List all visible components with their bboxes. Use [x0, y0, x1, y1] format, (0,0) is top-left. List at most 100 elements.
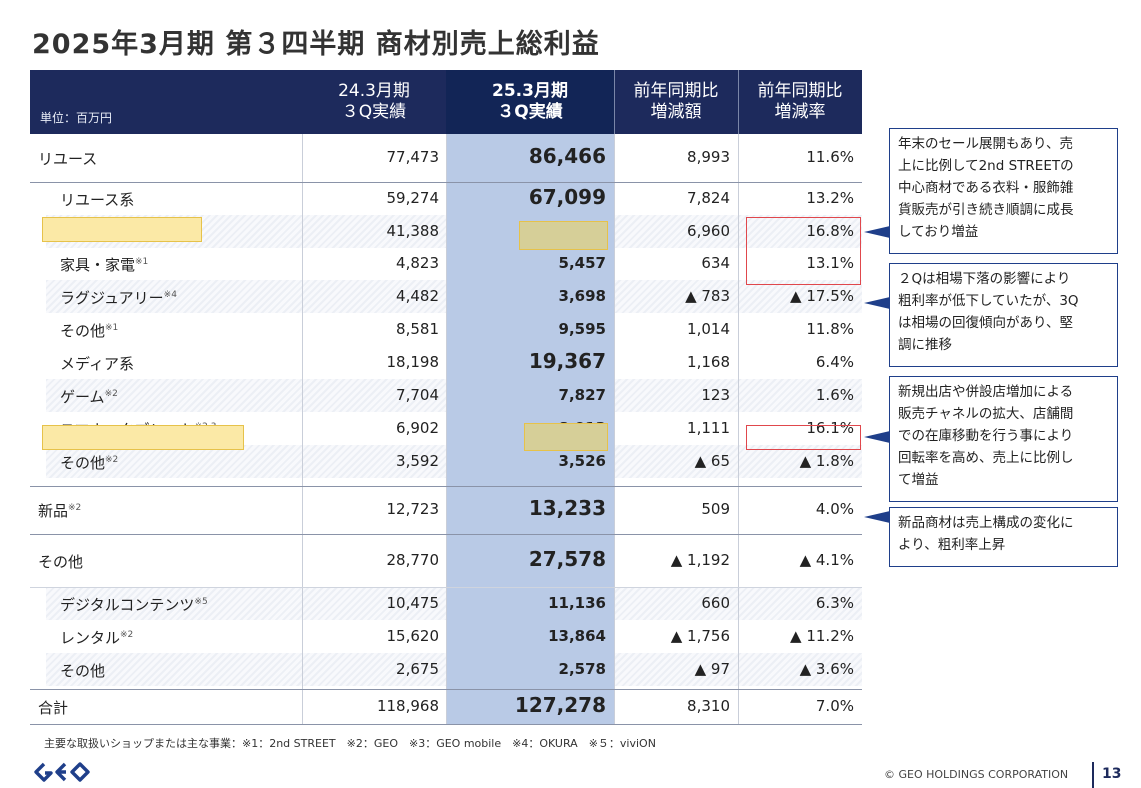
prev-year-value: 7,704 — [396, 385, 439, 404]
yoy-diff-value: 1,168 — [687, 352, 730, 371]
current-year-value: 3,698 — [558, 286, 606, 305]
table-row: 家具・家電※1 4,823 5,457 634 13.1% — [30, 248, 862, 280]
current-year-value: 3,526 — [558, 451, 606, 470]
current-year-value: 19,367 — [528, 348, 606, 373]
row-divider — [30, 182, 862, 183]
footnote-mark: ※1 — [135, 257, 149, 267]
page-title: 2025年3月期 第３四半期 商材別売上総利益 — [32, 29, 600, 60]
yoy-rate-value: ▲ 3.6% — [799, 659, 854, 678]
prev-year-value: 15,620 — [386, 626, 440, 645]
row-divider — [30, 534, 862, 535]
yoy-rate-value: 13.2% — [806, 188, 854, 207]
yoy-rate-value: ▲ 17.5% — [790, 286, 854, 305]
table-row: メディア系 18,198 19,367 1,168 6.4% — [30, 346, 862, 379]
row-label: その他 — [60, 661, 106, 680]
table-row: リユース系 59,274 67,099 7,824 13.2% — [30, 182, 862, 215]
row-label: 合計 — [38, 698, 69, 717]
header-current-year: 25.3月期 ３Q実績 — [446, 70, 614, 134]
yoy-diff-value: ▲ 1,192 — [670, 550, 730, 569]
table-row: 合計 118,968 127,278 8,310 7.0% — [30, 689, 862, 724]
prev-year-value: 118,968 — [376, 696, 439, 715]
note-luxury: ２Qは相場下落の影響により 粗利率が低下していたが、3Q は相場の回復傾向があり、堅… — [889, 263, 1118, 367]
current-year-value: 5,457 — [558, 254, 606, 272]
footnote-mark: ※2 — [120, 629, 134, 640]
red-box-rates-2 — [746, 425, 861, 450]
current-year-value: 127,278 — [514, 692, 606, 717]
header-yoy-diff: 前年同期比 増減額 — [633, 81, 719, 122]
gross-profit-table: 単位：百万円 24.3月期 ３Q実績 25.3月期 ３Q実績 前年同期比 増減額… — [30, 70, 862, 725]
page-number: 13 — [1102, 766, 1122, 782]
row-label: ゲーム※2 — [60, 387, 118, 406]
prev-year-value: 12,723 — [386, 500, 440, 518]
table-body: リユース 77,473 86,466 8,993 11.6% リユース系 59,274 67,… — [30, 134, 862, 725]
column-divider — [738, 134, 739, 724]
row-label: メディア系 — [60, 354, 134, 373]
yoy-diff-value: 123 — [701, 385, 730, 404]
footnote-mark: ※4 — [163, 289, 177, 300]
footnote-mark: ※2 — [105, 454, 119, 465]
yoy-diff-value: ▲ 65 — [694, 451, 730, 470]
note-new-products: 新品商材は売上構成の変化に より、粗利率上昇 — [889, 507, 1118, 567]
yoy-diff-value: 1,111 — [687, 418, 730, 437]
yoy-rate-value: 16.8% — [806, 221, 854, 240]
prev-year-value: 4,482 — [396, 286, 439, 305]
footnote-mark: ※2 — [104, 388, 118, 399]
footnote-mark: ※2 — [68, 503, 82, 513]
table-row: その他 28,770 27,578 ▲ 1,192 ▲ 4.1% — [30, 534, 862, 587]
table-row: ラグジュアリー※4 4,482 3,698 ▲ 783 ▲ 17.5% — [30, 280, 862, 313]
yoy-rate-value: ▲ 11.2% — [790, 626, 854, 645]
current-year-value: 27,578 — [528, 546, 606, 571]
prev-year-value: 10,475 — [386, 593, 440, 612]
row-label: その他※2 — [60, 453, 119, 472]
page-divider — [1092, 762, 1094, 788]
yoy-rate-value: 7.0% — [815, 696, 854, 715]
column-divider — [614, 134, 615, 724]
yoy-diff-value: ▲ 1,756 — [670, 626, 730, 645]
note-apparel: 年末のセール展開もあり、売 上に比例して2nd STREETの 中心商材である衣料・… — [889, 128, 1118, 254]
row-label: リユース — [38, 150, 98, 168]
yoy-diff-value: 8,310 — [687, 696, 730, 715]
table-row: デジタルコンテンツ※5 10,475 11,136 660 6.3% — [30, 587, 862, 620]
prev-year-value: 77,473 — [386, 148, 440, 166]
table-row: レンタル※2 15,620 13,864 ▲ 1,756 ▲ 11.2% — [30, 620, 862, 653]
yoy-diff-value: 8,993 — [687, 148, 730, 166]
geo-logo — [34, 762, 90, 782]
yoy-rate-value: 13.1% — [806, 254, 854, 272]
row-label: ラグジュアリー※4 — [60, 288, 177, 307]
yoy-rate-value: 4.0% — [815, 500, 854, 518]
yoy-rate-value: ▲ 1.8% — [799, 451, 854, 470]
header-prev-year: 24.3月期 ３Q実績 — [338, 81, 410, 122]
row-label: 家具・家電※1 — [60, 256, 149, 274]
table-row: その他※1 8,581 9,595 1,014 11.8% — [30, 313, 862, 346]
table-header: 単位：百万円 24.3月期 ３Q実績 25.3月期 ３Q実績 前年同期比 増減額… — [30, 70, 862, 134]
yoy-rate-value: 6.4% — [815, 352, 854, 371]
header-yoy-rate: 前年同期比 増減率 — [757, 81, 843, 122]
yoy-diff-value: 634 — [701, 254, 730, 272]
note-arrow — [864, 431, 890, 443]
yoy-diff-value: 660 — [701, 593, 730, 612]
yoy-rate-value: 11.6% — [806, 148, 854, 166]
column-divider — [302, 134, 303, 724]
row-label: 新品※2 — [38, 502, 82, 520]
prev-year-value: 4,823 — [396, 254, 439, 272]
unit-label: 単位：百万円 — [40, 111, 113, 125]
prev-year-value: 8,581 — [396, 319, 439, 338]
yoy-rate-value: 6.3% — [815, 593, 854, 612]
red-box-rates-1 — [746, 217, 861, 285]
current-year-value: 67,099 — [528, 184, 606, 209]
yoy-diff-value: 1,014 — [687, 319, 730, 338]
copyright: © GEO HOLDINGS CORPORATION — [884, 768, 1069, 781]
yoy-diff-value: 7,824 — [687, 188, 730, 207]
current-year-value: 7,827 — [558, 385, 606, 404]
yoy-diff-value: 6,960 — [687, 221, 730, 240]
row-label: その他※1 — [60, 321, 119, 340]
prev-year-value: 2,675 — [396, 659, 439, 678]
row-label: レンタル※2 — [60, 628, 134, 647]
yoy-rate-value: 16.1% — [806, 418, 854, 437]
current-year-value: 9,595 — [558, 319, 606, 338]
current-year-value: 13,864 — [548, 626, 606, 645]
prev-year-value: 59,274 — [386, 188, 440, 207]
highlight-smartphone-value — [524, 423, 608, 451]
row-divider — [30, 724, 862, 725]
current-year-value: 11,136 — [548, 593, 606, 612]
